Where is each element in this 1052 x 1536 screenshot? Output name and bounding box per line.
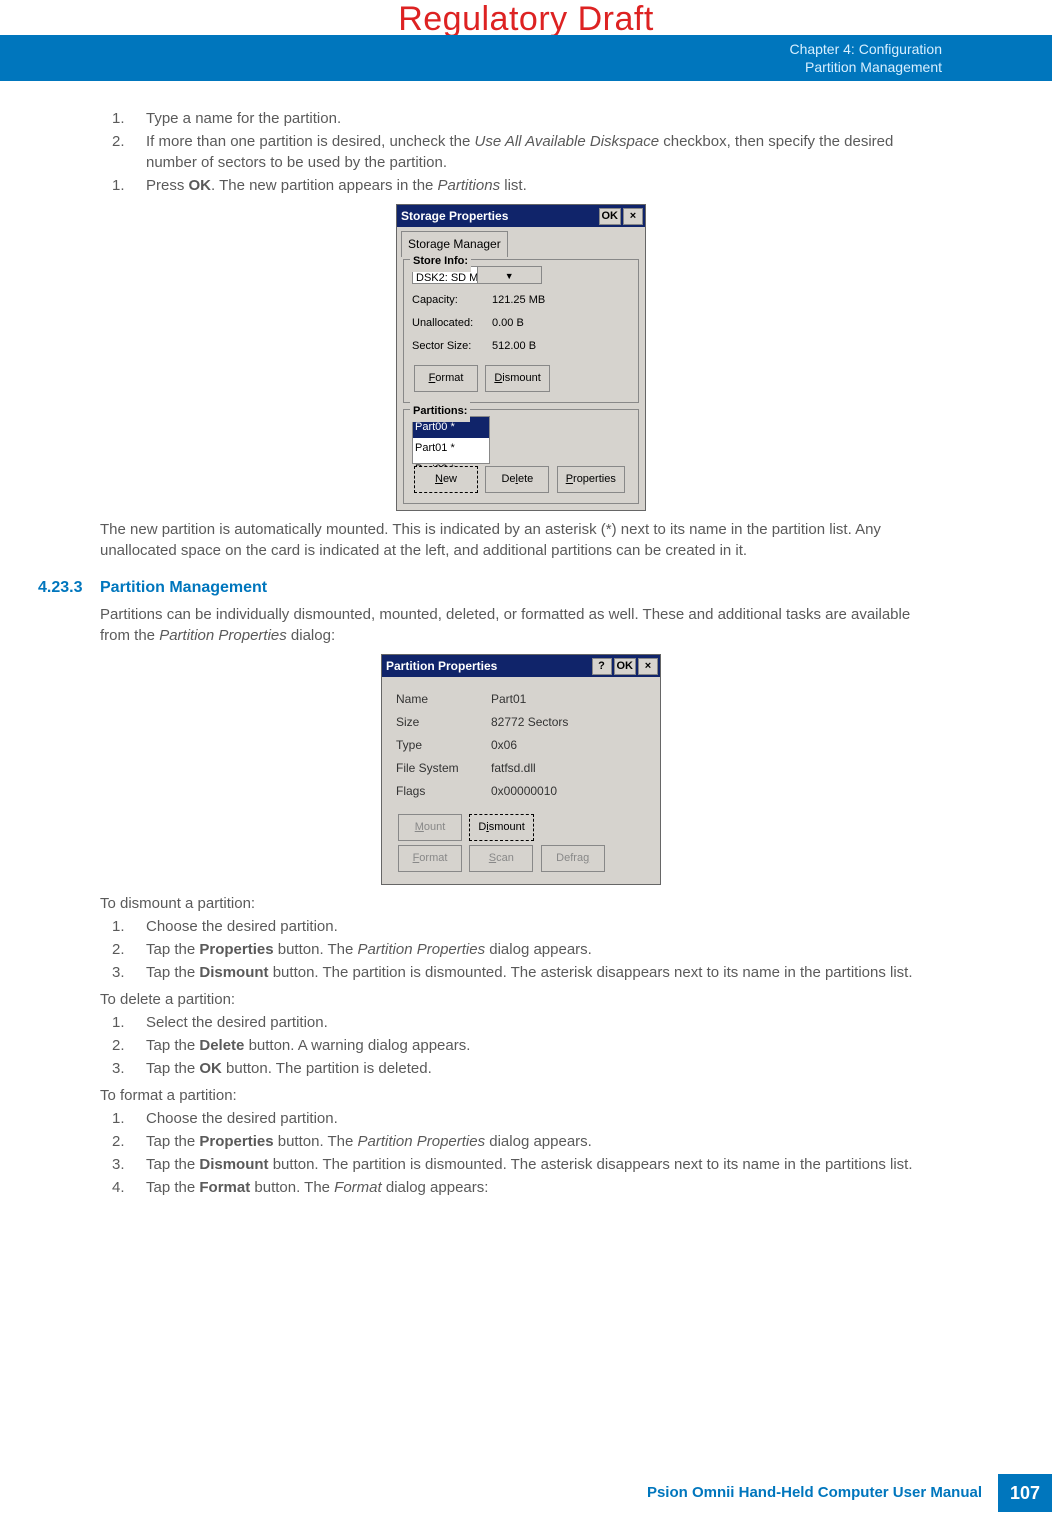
list-item: 3.Tap the OK button. The partition is de… xyxy=(112,1058,942,1079)
partitions-listbox[interactable]: Part00 * Part01 * Part02 * xyxy=(412,416,490,464)
store-info-group: Store Info: DSK2: SD Memory Car ▼ Capaci… xyxy=(403,259,639,403)
format-button[interactable]: Format xyxy=(414,365,478,392)
header-line1: Chapter 4: Configuration xyxy=(0,40,942,58)
list-item: 1.Type a name for the partition. xyxy=(112,108,942,129)
property-row: Size82772 Sectors xyxy=(396,712,646,733)
list-item: 4.Tap the Format button. The Format dial… xyxy=(112,1177,942,1198)
property-row: File Systemfatfsd.dll xyxy=(396,758,646,779)
list-item: 1.Choose the desired partition. xyxy=(112,1108,942,1129)
chevron-down-icon: ▼ xyxy=(477,267,542,283)
section-number: 4.23.3 xyxy=(38,577,100,598)
dialog-title: Partition Properties xyxy=(386,656,497,677)
list-item: 1.Press OK. The new partition appears in… xyxy=(112,175,942,196)
property-row: Type0x06 xyxy=(396,735,646,756)
ok-button[interactable]: OK xyxy=(614,658,637,675)
delete-button[interactable]: Delete xyxy=(485,466,549,493)
dismount-button[interactable]: Dismount xyxy=(469,814,533,841)
steps-list-1: 1.Type a name for the partition.2.If mor… xyxy=(112,108,942,196)
new-button[interactable]: New xyxy=(414,466,478,493)
list-item: 2.Tap the Delete button. A warning dialo… xyxy=(112,1035,942,1056)
format-steps: 1.Choose the desired partition.2.Tap the… xyxy=(112,1108,942,1198)
format-header: To format a partition: xyxy=(100,1085,942,1106)
info-row: Capacity:121.25 MB xyxy=(412,290,630,311)
dialog-titlebar: Storage Properties OK × xyxy=(397,205,645,227)
defrag-button[interactable]: Defrag xyxy=(541,845,605,872)
list-item: 3.Tap the Dismount button. The partition… xyxy=(112,1154,942,1175)
page-number: 107 xyxy=(998,1474,1052,1512)
header-line2: Partition Management xyxy=(0,58,942,76)
close-button[interactable]: × xyxy=(638,658,658,675)
dialog-titlebar: Partition Properties ? OK × xyxy=(382,655,660,677)
section-heading: 4.23.3Partition Management xyxy=(38,577,942,598)
mount-button[interactable]: Mount xyxy=(398,814,462,841)
properties-button[interactable]: Properties xyxy=(557,466,625,493)
help-button[interactable]: ? xyxy=(592,658,612,675)
list-item[interactable]: Part01 * xyxy=(413,438,489,459)
delete-steps: 1.Select the desired partition.2.Tap the… xyxy=(112,1012,942,1079)
storage-properties-dialog: Storage Properties OK × Storage Manager … xyxy=(396,204,646,511)
watermark-text: Regulatory Draft xyxy=(0,0,1052,39)
after-dialog-text: The new partition is automatically mount… xyxy=(100,519,942,561)
list-item: 2.Tap the Properties button. The Partiti… xyxy=(112,1131,942,1152)
chapter-header: Chapter 4: Configuration Partition Manag… xyxy=(0,35,1052,81)
close-button[interactable]: × xyxy=(623,208,643,225)
dismount-button[interactable]: Dismount xyxy=(485,365,549,392)
dialog-title: Storage Properties xyxy=(401,206,508,227)
delete-header: To delete a partition: xyxy=(100,989,942,1010)
store-info-legend: Store Info: xyxy=(410,251,471,272)
list-item: 2.If more than one partition is desired,… xyxy=(112,131,942,173)
dismount-steps: 1.Choose the desired partition.2.Tap the… xyxy=(112,916,942,983)
section-title: Partition Management xyxy=(100,579,267,596)
partitions-legend: Partitions: xyxy=(410,401,470,422)
partitions-group: Partitions: Part00 * Part01 * Part02 * N… xyxy=(403,409,639,504)
info-row: Sector Size:512.00 B xyxy=(412,336,630,357)
section-intro: Partitions can be individually dismounte… xyxy=(100,604,942,646)
property-row: NamePart01 xyxy=(396,689,646,710)
list-item: 3.Tap the Dismount button. The partition… xyxy=(112,962,942,983)
page-footer: Psion Omnii Hand-Held Computer User Manu… xyxy=(647,1474,1052,1512)
info-row: Unallocated:0.00 B xyxy=(412,313,630,334)
scan-button[interactable]: Scan xyxy=(469,845,533,872)
footer-title: Psion Omnii Hand-Held Computer User Manu… xyxy=(647,1474,998,1512)
partition-properties-dialog: Partition Properties ? OK × NamePart01Si… xyxy=(381,654,661,885)
list-item: 1.Select the desired partition. xyxy=(112,1012,942,1033)
list-item: 2.Tap the Properties button. The Partiti… xyxy=(112,939,942,960)
dismount-header: To dismount a partition: xyxy=(100,893,942,914)
list-item: 1.Choose the desired partition. xyxy=(112,916,942,937)
ok-button[interactable]: OK xyxy=(599,208,622,225)
property-row: Flags0x00000010 xyxy=(396,781,646,802)
format-button[interactable]: Format xyxy=(398,845,462,872)
